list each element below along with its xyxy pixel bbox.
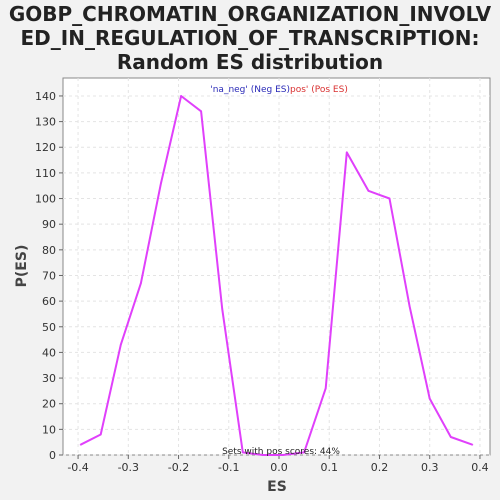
x-tick-label: 0.3 [421,461,439,474]
data-point [140,282,142,284]
data-point [242,451,244,454]
pos-scores-annotation: Sets with pos scores: 44% [222,447,340,457]
data-point [79,443,82,446]
y-tick-label: 70 [42,269,56,282]
y-tick-label: 80 [42,244,56,257]
y-tick-label: 130 [35,116,56,129]
x-tick-label: -0.2 [168,461,189,474]
x-tick-label: 0.1 [320,461,338,474]
x-tick-label: -0.3 [118,461,139,474]
data-point [200,110,202,113]
data-point [99,433,102,436]
data-point [324,387,327,390]
y-tick-label: 10 [42,423,56,436]
data-point [388,197,391,200]
x-axis-label: ES [267,479,287,495]
y-tick-label: 140 [35,90,56,103]
legend-entry-neg: 'na_neg' (Neg ES) [210,85,290,95]
y-tick-label: 20 [42,398,56,411]
data-point [408,305,411,308]
series-line [80,95,473,456]
y-tick-label: 90 [42,218,56,231]
chart-title-line-1: GOBP_CHROMATIN_ORGANIZATION_INVOLV [8,2,492,26]
chart-title: GOBP_CHROMATIN_ORGANIZATION_INVOLV ED_IN… [0,2,500,74]
y-tick-label: 60 [42,295,56,308]
y-tick-label: 40 [42,346,56,359]
y-tick-label: 110 [35,167,56,180]
x-tick-label: -0.4 [67,461,88,474]
axes: -0.4 -0.3 -0.2 -0.1 0.0 0.1 0.2 0.3 0.4 0 10 20 30 40… [35,90,489,474]
y-tick-label: 120 [35,141,56,154]
x-tick-label: 0.0 [270,461,288,474]
data-point [262,454,264,456]
data-point [346,151,348,154]
x-tick-label: 0.2 [371,461,389,474]
chart-title-line-3: Random ES distribution [116,50,384,74]
y-axis-label: P(ES) [14,245,30,288]
data-point [221,308,224,310]
data-point [303,451,305,454]
data-point [282,454,284,456]
data-point [367,190,370,192]
x-tick-label: 0.4 [471,461,489,474]
data-point [450,436,452,438]
plot-area [62,77,491,456]
data-point [471,443,474,446]
data-point [180,95,182,97]
chart-title-line-2: ED_IN_REGULATION_OF_TRANSCRIPTION: [20,26,480,50]
legend-entry-pos: pos' (Pos ES) [290,85,348,95]
y-tick-label: 100 [35,193,56,206]
data-point [119,343,122,346]
y-tick-label: 30 [42,372,56,385]
y-tick-label: 50 [42,321,56,334]
data-point [160,182,162,184]
data-point [428,397,431,400]
grid [63,78,490,456]
y-tick-label: 0 [49,449,56,462]
x-tick-label: -0.1 [218,461,239,474]
series-layer [79,95,474,456]
